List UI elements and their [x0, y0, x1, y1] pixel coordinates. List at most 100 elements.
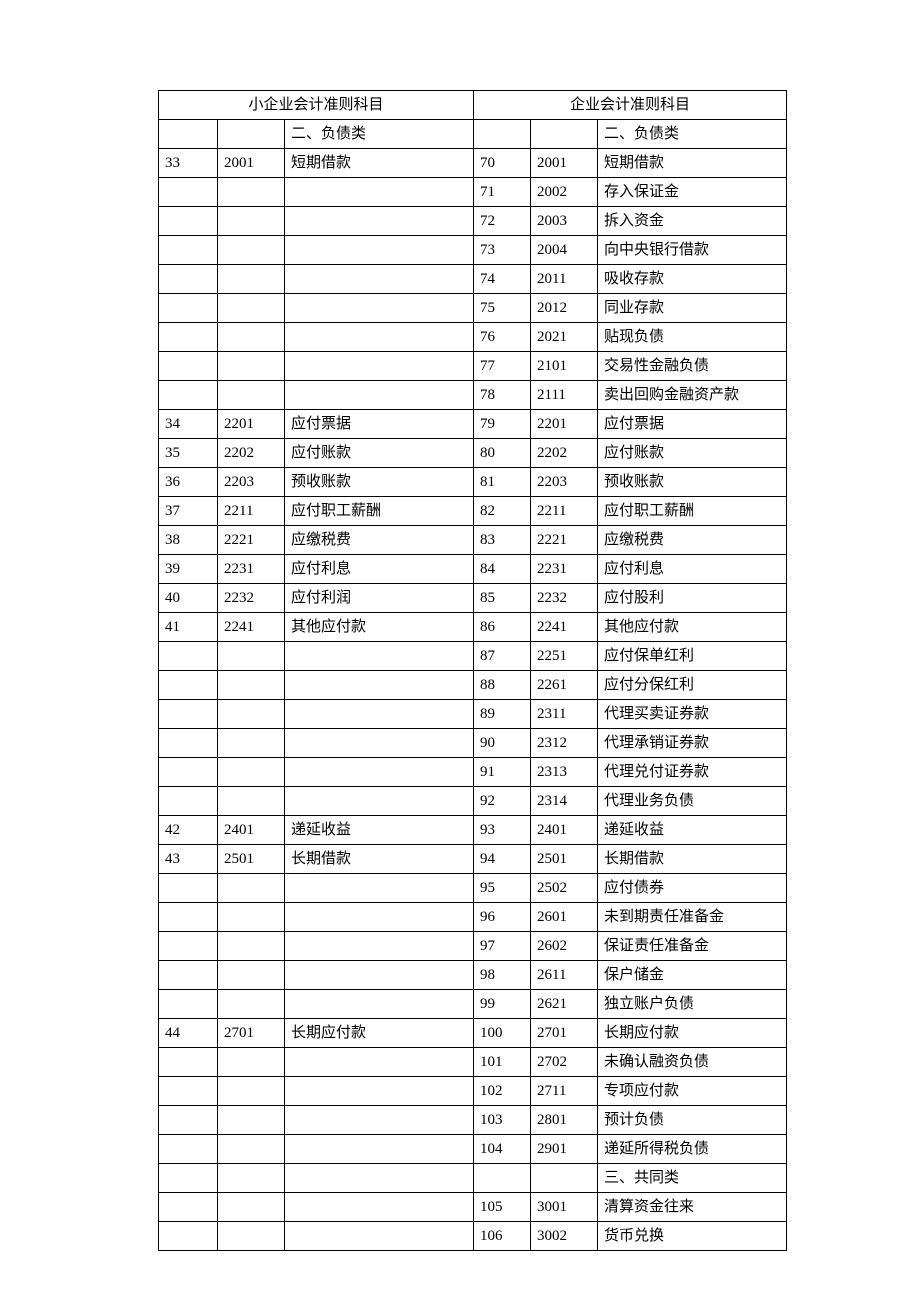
table-row: 352202应付账款802202应付账款: [159, 439, 787, 468]
left-code: [218, 932, 285, 961]
right-index: 90: [474, 729, 531, 758]
right-code: 2602: [531, 932, 598, 961]
right-code: 2004: [531, 236, 598, 265]
left-code: [218, 1077, 285, 1106]
right-name: 交易性金融负债: [598, 352, 787, 381]
right-code: 2502: [531, 874, 598, 903]
left-index: 43: [159, 845, 218, 874]
left-code: [218, 961, 285, 990]
left-name: [285, 1164, 474, 1193]
left-name: [285, 178, 474, 207]
right-code: 2101: [531, 352, 598, 381]
right-name: 应付职工薪酬: [598, 497, 787, 526]
table-row: 332001短期借款702001短期借款: [159, 149, 787, 178]
right-name: 吸收存款: [598, 265, 787, 294]
left-index: [159, 323, 218, 352]
left-name: 其他应付款: [285, 613, 474, 642]
left-name: [285, 961, 474, 990]
left-code: [218, 207, 285, 236]
left-code: 2221: [218, 526, 285, 555]
right-code: 2314: [531, 787, 598, 816]
left-name: 长期借款: [285, 845, 474, 874]
right-name: 代理业务负债: [598, 787, 787, 816]
right-index: 85: [474, 584, 531, 613]
left-name: [285, 236, 474, 265]
right-name: 保户储金: [598, 961, 787, 990]
right-code: 2261: [531, 671, 598, 700]
table-row: 772101交易性金融负债: [159, 352, 787, 381]
left-code: [218, 700, 285, 729]
right-index: 98: [474, 961, 531, 990]
table-row: 952502应付债券: [159, 874, 787, 903]
right-name: 其他应付款: [598, 613, 787, 642]
right-code: 2711: [531, 1077, 598, 1106]
left-index: [159, 787, 218, 816]
right-code: 2702: [531, 1048, 598, 1077]
left-name: [285, 207, 474, 236]
left-name: 短期借款: [285, 149, 474, 178]
table-row: 422401递延收益932401递延收益: [159, 816, 787, 845]
right-code: 2251: [531, 642, 598, 671]
table-row: 1012702未确认融资负债: [159, 1048, 787, 1077]
right-index: 75: [474, 294, 531, 323]
table-row: 882261应付分保红利: [159, 671, 787, 700]
right-index: 80: [474, 439, 531, 468]
left-index: [159, 961, 218, 990]
table-row: 962601未到期责任准备金: [159, 903, 787, 932]
left-index: 34: [159, 410, 218, 439]
right-code: 2241: [531, 613, 598, 642]
right-index: 79: [474, 410, 531, 439]
left-index: [159, 729, 218, 758]
left-code: [218, 1048, 285, 1077]
left-name: 长期应付款: [285, 1019, 474, 1048]
right-code: 2012: [531, 294, 598, 323]
left-index: [159, 207, 218, 236]
right-index: 89: [474, 700, 531, 729]
table-row: 442701长期应付款1002701长期应付款: [159, 1019, 787, 1048]
right-index: 84: [474, 555, 531, 584]
left-index: [159, 352, 218, 381]
right-index: 97: [474, 932, 531, 961]
right-code: 2231: [531, 555, 598, 584]
right-index: [474, 120, 531, 149]
table-row: 1042901递延所得税负债: [159, 1135, 787, 1164]
left-code: [218, 120, 285, 149]
right-name: 二、负债类: [598, 120, 787, 149]
left-index: [159, 1135, 218, 1164]
left-name: [285, 903, 474, 932]
right-name: 代理兑付证券款: [598, 758, 787, 787]
left-code: [218, 642, 285, 671]
right-code: 3002: [531, 1222, 598, 1251]
right-index: 94: [474, 845, 531, 874]
right-code: 2621: [531, 990, 598, 1019]
left-code: [218, 874, 285, 903]
left-index: [159, 932, 218, 961]
left-index: 39: [159, 555, 218, 584]
right-code: 2221: [531, 526, 598, 555]
left-code: [218, 381, 285, 410]
left-code: 2201: [218, 410, 285, 439]
right-name: 拆入资金: [598, 207, 787, 236]
right-index: 70: [474, 149, 531, 178]
left-name: [285, 294, 474, 323]
right-index: 87: [474, 642, 531, 671]
right-code: 2002: [531, 178, 598, 207]
right-index: 102: [474, 1077, 531, 1106]
left-name: [285, 1077, 474, 1106]
table-row: 782111卖出回购金融资产款: [159, 381, 787, 410]
right-name: 独立账户负债: [598, 990, 787, 1019]
header-left: 小企业会计准则科目: [159, 91, 474, 120]
right-code: 2401: [531, 816, 598, 845]
table-row: 362203预收账款812203预收账款: [159, 468, 787, 497]
left-index: [159, 642, 218, 671]
left-code: [218, 1164, 285, 1193]
left-code: 2211: [218, 497, 285, 526]
table-header-row: 小企业会计准则科目 企业会计准则科目: [159, 91, 787, 120]
right-index: 77: [474, 352, 531, 381]
right-name: 应付保单红利: [598, 642, 787, 671]
right-code: [531, 1164, 598, 1193]
left-name: 应付账款: [285, 439, 474, 468]
header-right: 企业会计准则科目: [474, 91, 787, 120]
left-index: [159, 236, 218, 265]
right-index: 101: [474, 1048, 531, 1077]
